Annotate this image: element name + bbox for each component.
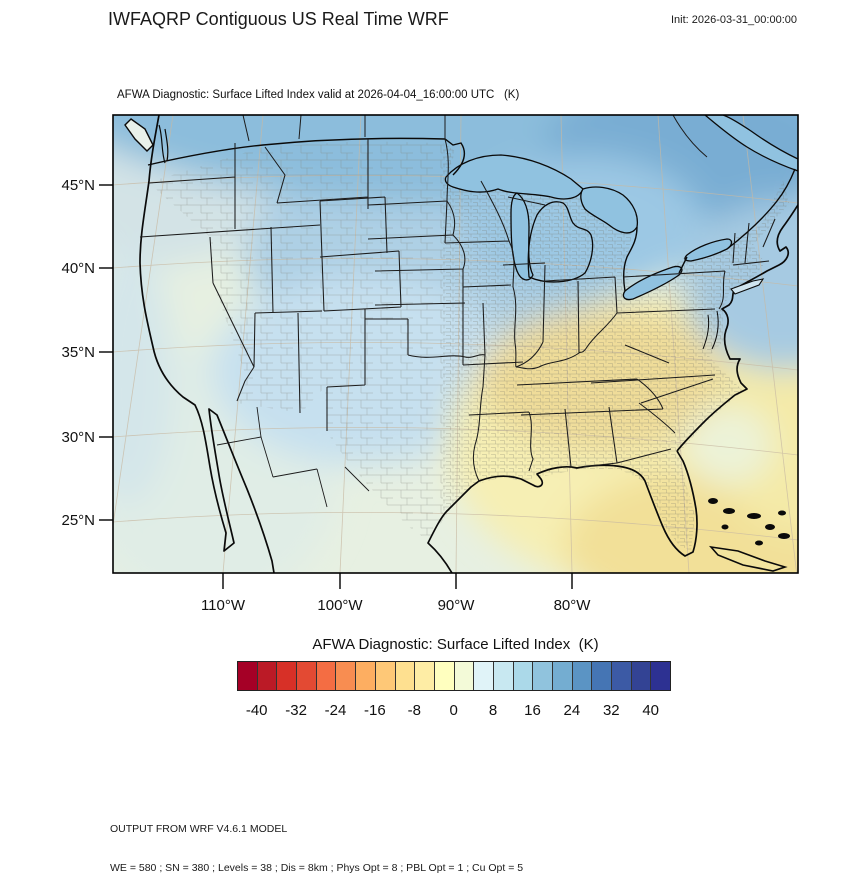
footer-model-info: OUTPUT FROM WRF V4.6.1 MODEL WE = 580 ; …	[110, 797, 523, 888]
lat-axis	[99, 184, 113, 521]
colorbar-cell	[415, 662, 435, 690]
lon-label-110w: 110°W	[201, 597, 246, 614]
colorbar-cell	[277, 662, 298, 690]
colorbar-tick-label: 40	[642, 702, 660, 719]
lake-huron	[580, 186, 639, 234]
colorbar-ticks: -40 -32 -24 -16 -8 0 8 16 24 32 40	[237, 702, 671, 722]
colorbar-cell	[553, 662, 573, 690]
map-subtitle: AFWA Diagnostic: Surface Lifted Index va…	[117, 89, 520, 101]
colorbar-tick-label: 0	[449, 702, 458, 719]
michigan-mitten	[527, 201, 594, 283]
vancouver-island	[124, 118, 154, 152]
atlantic-coast	[676, 204, 798, 452]
colorbar-tick-label: -8	[407, 702, 421, 719]
canada-province-borders	[242, 115, 708, 158]
lat-label-25n: 25°N	[61, 512, 95, 529]
colorbar-tick-label: 32	[602, 702, 620, 719]
init-time-label: Init: 2026-03-31_00:00:00	[671, 14, 797, 26]
colorbar-cell	[257, 662, 278, 690]
mexico-state-borders	[216, 406, 370, 508]
coastline	[139, 115, 798, 573]
pacific-mexico-coast	[139, 115, 275, 573]
page-title: IWFAQRP Contiguous US Real Time WRF	[108, 9, 449, 29]
canada-border	[147, 137, 796, 292]
colorbar-tick-label: 8	[488, 702, 498, 719]
colorbar-cell	[238, 662, 258, 690]
lat-label-40n: 40°N	[61, 260, 95, 277]
colorbar-bar	[237, 661, 671, 691]
colorbar-cell	[356, 662, 376, 690]
colorbar-cell	[375, 662, 396, 690]
footer-line2: WE = 580 ; SN = 380 ; Levels = 38 ; Dis …	[110, 862, 524, 874]
colorbar-cell	[513, 662, 534, 690]
colorbar-cell	[454, 662, 475, 690]
lat-label-30n: 30°N	[61, 429, 95, 446]
colorbar-cell	[612, 662, 632, 690]
great-lakes	[444, 115, 798, 301]
lon-label-80w: 80°W	[554, 597, 592, 614]
colorbar-cell	[316, 662, 337, 690]
long-island	[730, 278, 765, 295]
colorbar-tick-label: -16	[364, 702, 386, 719]
cuba	[708, 545, 788, 572]
colorbar-tick-label: 16	[524, 702, 541, 719]
map-canvas: 45°N 40°N 35°N 30°N 25°N 110°W 100°W 90°…	[61, 114, 799, 614]
colorbar-cell	[631, 662, 652, 690]
colorbar-tick-label: -40	[245, 702, 268, 719]
footer-line1: OUTPUT FROM WRF V4.6.1 MODEL	[110, 823, 288, 835]
puget-sound	[158, 124, 169, 164]
colorbar-tick-label: 24	[563, 702, 581, 719]
colorbar-cell	[651, 662, 671, 690]
colorbar-cell	[434, 662, 455, 690]
colorbar-cell	[336, 662, 357, 690]
field-blob-ga-coast-pale	[683, 405, 773, 485]
chesapeake-bay	[702, 310, 719, 350]
gulf-coast	[427, 450, 698, 573]
colorbar-cell	[493, 662, 514, 690]
lake-superior	[444, 154, 584, 200]
lon-axis	[222, 573, 573, 589]
lon-label-100w: 100°W	[317, 597, 363, 614]
colorbar-cell	[474, 662, 494, 690]
colorbar-cell	[297, 662, 317, 690]
colorbar-cell	[533, 662, 553, 690]
state-borders	[139, 138, 776, 482]
colorbar-cell	[395, 662, 416, 690]
lat-label-45n: 45°N	[61, 177, 95, 194]
page: { "header": { "title": "IWFAQRP Contiguo…	[61, 9, 799, 874]
colorbar-cell	[572, 662, 593, 690]
lat-label-35n: 35°N	[61, 344, 95, 361]
colorbar-tick-label: -24	[324, 702, 347, 719]
lon-label-90w: 90°W	[438, 597, 476, 614]
bahamas	[708, 498, 790, 546]
colorbar-title: AFWA Diagnostic: Surface Lifted Index (K…	[312, 636, 599, 653]
lake-michigan	[510, 192, 534, 281]
islands	[124, 118, 790, 572]
colorbar-cell	[592, 662, 613, 690]
colorbar-tick-label: -32	[285, 702, 307, 719]
st-lawrence-estuary	[703, 115, 798, 172]
field-blob-pacific	[113, 245, 173, 505]
